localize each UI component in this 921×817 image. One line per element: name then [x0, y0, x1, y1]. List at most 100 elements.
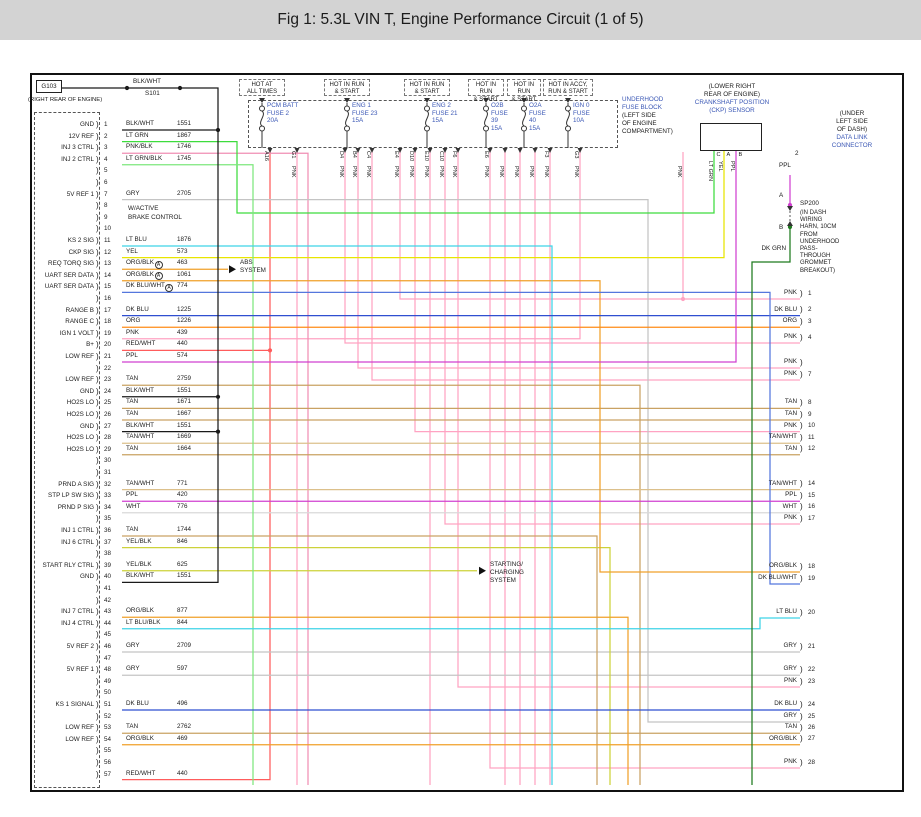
right-wire-color-label: TAN/WHT [768, 479, 797, 487]
fuse-label: 15A [491, 124, 503, 132]
sp200-note-line: GROMMET [800, 260, 832, 267]
right-wire-color-label: PNK [784, 758, 797, 765]
sp200-note-line: HARN, 10CM [800, 224, 837, 231]
right-wire-color-label: TAN/WHT [768, 433, 797, 441]
pcm-signal-label: KS 2 SIG [67, 237, 94, 244]
pcm-pin-number: 16 [104, 295, 112, 302]
pcm-wire-color-label: LT GRN [126, 131, 149, 139]
pcm-pin-arc: ) [96, 154, 99, 164]
circuit-number: 463 [177, 259, 188, 267]
pcm-wire-color-label: DK BLU/WHT [126, 282, 165, 290]
right-pin-number: 11 [808, 433, 815, 441]
right-wire-color-label: DK BLU [774, 700, 797, 707]
pcm-signal-label: START RLY CTRL [42, 561, 94, 569]
right-pin-arc: ) [800, 421, 803, 431]
ckp-wire-color-label: YEL [716, 161, 723, 172]
right-wire-color-label: GRY [783, 642, 797, 649]
pcm-pin-number: 3 [104, 144, 108, 152]
fuse-feed-header-line: RUN & START [548, 89, 588, 95]
fuse-block-name: FUSE BLOCK [622, 104, 662, 111]
right-wire-color-label: PNK [784, 421, 797, 429]
ckp-wire-color-label: PPL [728, 161, 735, 172]
pcm-signal-label: GND [80, 422, 94, 430]
sp200-point-b: B [779, 224, 784, 231]
pcm-pin-number: 39 [104, 561, 112, 569]
splice-ref-badge: A [165, 283, 173, 292]
pcm-pin-number: 40 [104, 573, 112, 581]
pcm-pin-arc: ) [96, 375, 99, 385]
cavity-label: G3 [572, 151, 579, 159]
fuse-label: FUSE 21 [432, 109, 458, 117]
pcm-pin-number: 4 [104, 155, 108, 163]
pcm-pin-arc: ) [96, 560, 99, 570]
pcm-signal-label: PRND P SIG [57, 503, 94, 511]
right-pin-arc: ) [800, 641, 803, 651]
vertical-wire-color-label: PNK [422, 166, 429, 178]
fuse-label: 40 [529, 117, 537, 125]
ckp-cavity-label: A [726, 152, 731, 158]
circuit-number: 1745 [177, 154, 192, 162]
ckp-location-label: REAR OF ENGINE) [704, 91, 760, 98]
splice-ref-badge: A [154, 260, 163, 269]
circuit-number: 1671 [177, 398, 192, 406]
pcm-pin-arc: ) [96, 294, 99, 303]
circuit-number: 574 [177, 352, 188, 359]
pcm-pin-number: 6 [104, 179, 108, 186]
pcm-pin-number: 8 [104, 202, 108, 210]
pcm-signal-label: 5V REF 2 [66, 643, 94, 650]
right-pin-arc: ) [800, 573, 803, 583]
pcm-signal-label: IGN 1 VOLT [59, 329, 94, 337]
right-pin-number: 7 [808, 370, 812, 378]
pcm-pin-number: 28 [104, 434, 112, 442]
pcm-signal-label: STP LP SW SIG [48, 492, 94, 500]
right-pin-arc: ) [800, 699, 803, 709]
fuse-label: 39 [491, 117, 499, 125]
pcm-pin-number: 13 [104, 260, 112, 268]
right-pin-arc: ) [800, 369, 803, 379]
right-pin-arc: ) [800, 561, 803, 571]
right-pin-number: 25 [808, 712, 816, 720]
pcm-pin-arc: ) [96, 328, 99, 338]
sp200-note-line: PASS- [800, 246, 818, 252]
pcm-pin-number: 48 [104, 666, 112, 674]
pcm-signal-label: GND [80, 121, 94, 128]
right-wire-color-label: PPL [785, 491, 797, 499]
pcm-pin-arc: ) [96, 549, 99, 559]
right-pin-number: 2 [808, 306, 812, 314]
pcm-pin-arc: ) [96, 143, 99, 153]
fuse-feed-header-line: & START [334, 89, 360, 95]
fuse-label: 10A [573, 117, 585, 125]
vertical-wire-color-label: PNK [497, 166, 504, 178]
circuit-number: 1667 [177, 410, 192, 417]
fuse-feed-header: HOT IN ACCY, RUN & START [543, 79, 593, 96]
pcm-signal-label: GND [80, 387, 94, 395]
right-pin-arc: ) [800, 432, 803, 442]
sp200-note-line: THROUGH [800, 253, 831, 260]
circuit-number: 439 [177, 328, 188, 336]
pcm-signal-label: 12V REF [68, 132, 94, 140]
pcm-wire-color-label: ORG/BLK [126, 259, 154, 267]
circuit-number: 1551 [177, 421, 192, 429]
right-pin-number: 12 [808, 445, 816, 453]
fuse-feed-header-line: HOT IN RUN [329, 81, 365, 88]
cavity-label: A16 [262, 151, 269, 161]
circuit-number: 2762 [177, 723, 192, 731]
pcm-pin-number: 27 [104, 422, 112, 430]
pcm-pin-number: 34 [104, 503, 112, 511]
pcm-wire-color-label: YEL/BLK [126, 537, 152, 545]
pcm-pin-number: 44 [104, 619, 112, 627]
abs-system-label: ABS [240, 259, 253, 267]
pcm-pin-arc: ) [96, 595, 99, 605]
pcm-pin-arc: ) [96, 236, 99, 245]
right-wire-color-label: TAN [784, 398, 797, 406]
right-pin-arc: ) [800, 502, 803, 512]
pcm-wire-color-label: ORG/BLK [126, 607, 154, 615]
circuit-number: 771 [177, 479, 188, 487]
sp200-note-line: (IN DASH [800, 210, 827, 216]
pcm-signal-label: LOW REF [65, 353, 94, 360]
pcm-pin-number: 46 [104, 643, 112, 650]
pcm-pin-arc: ) [96, 468, 99, 477]
pcm-signal-label: UART SER DATA [44, 283, 94, 291]
circuit-number: 1867 [177, 131, 192, 139]
right-pin-arc: ) [800, 305, 803, 315]
